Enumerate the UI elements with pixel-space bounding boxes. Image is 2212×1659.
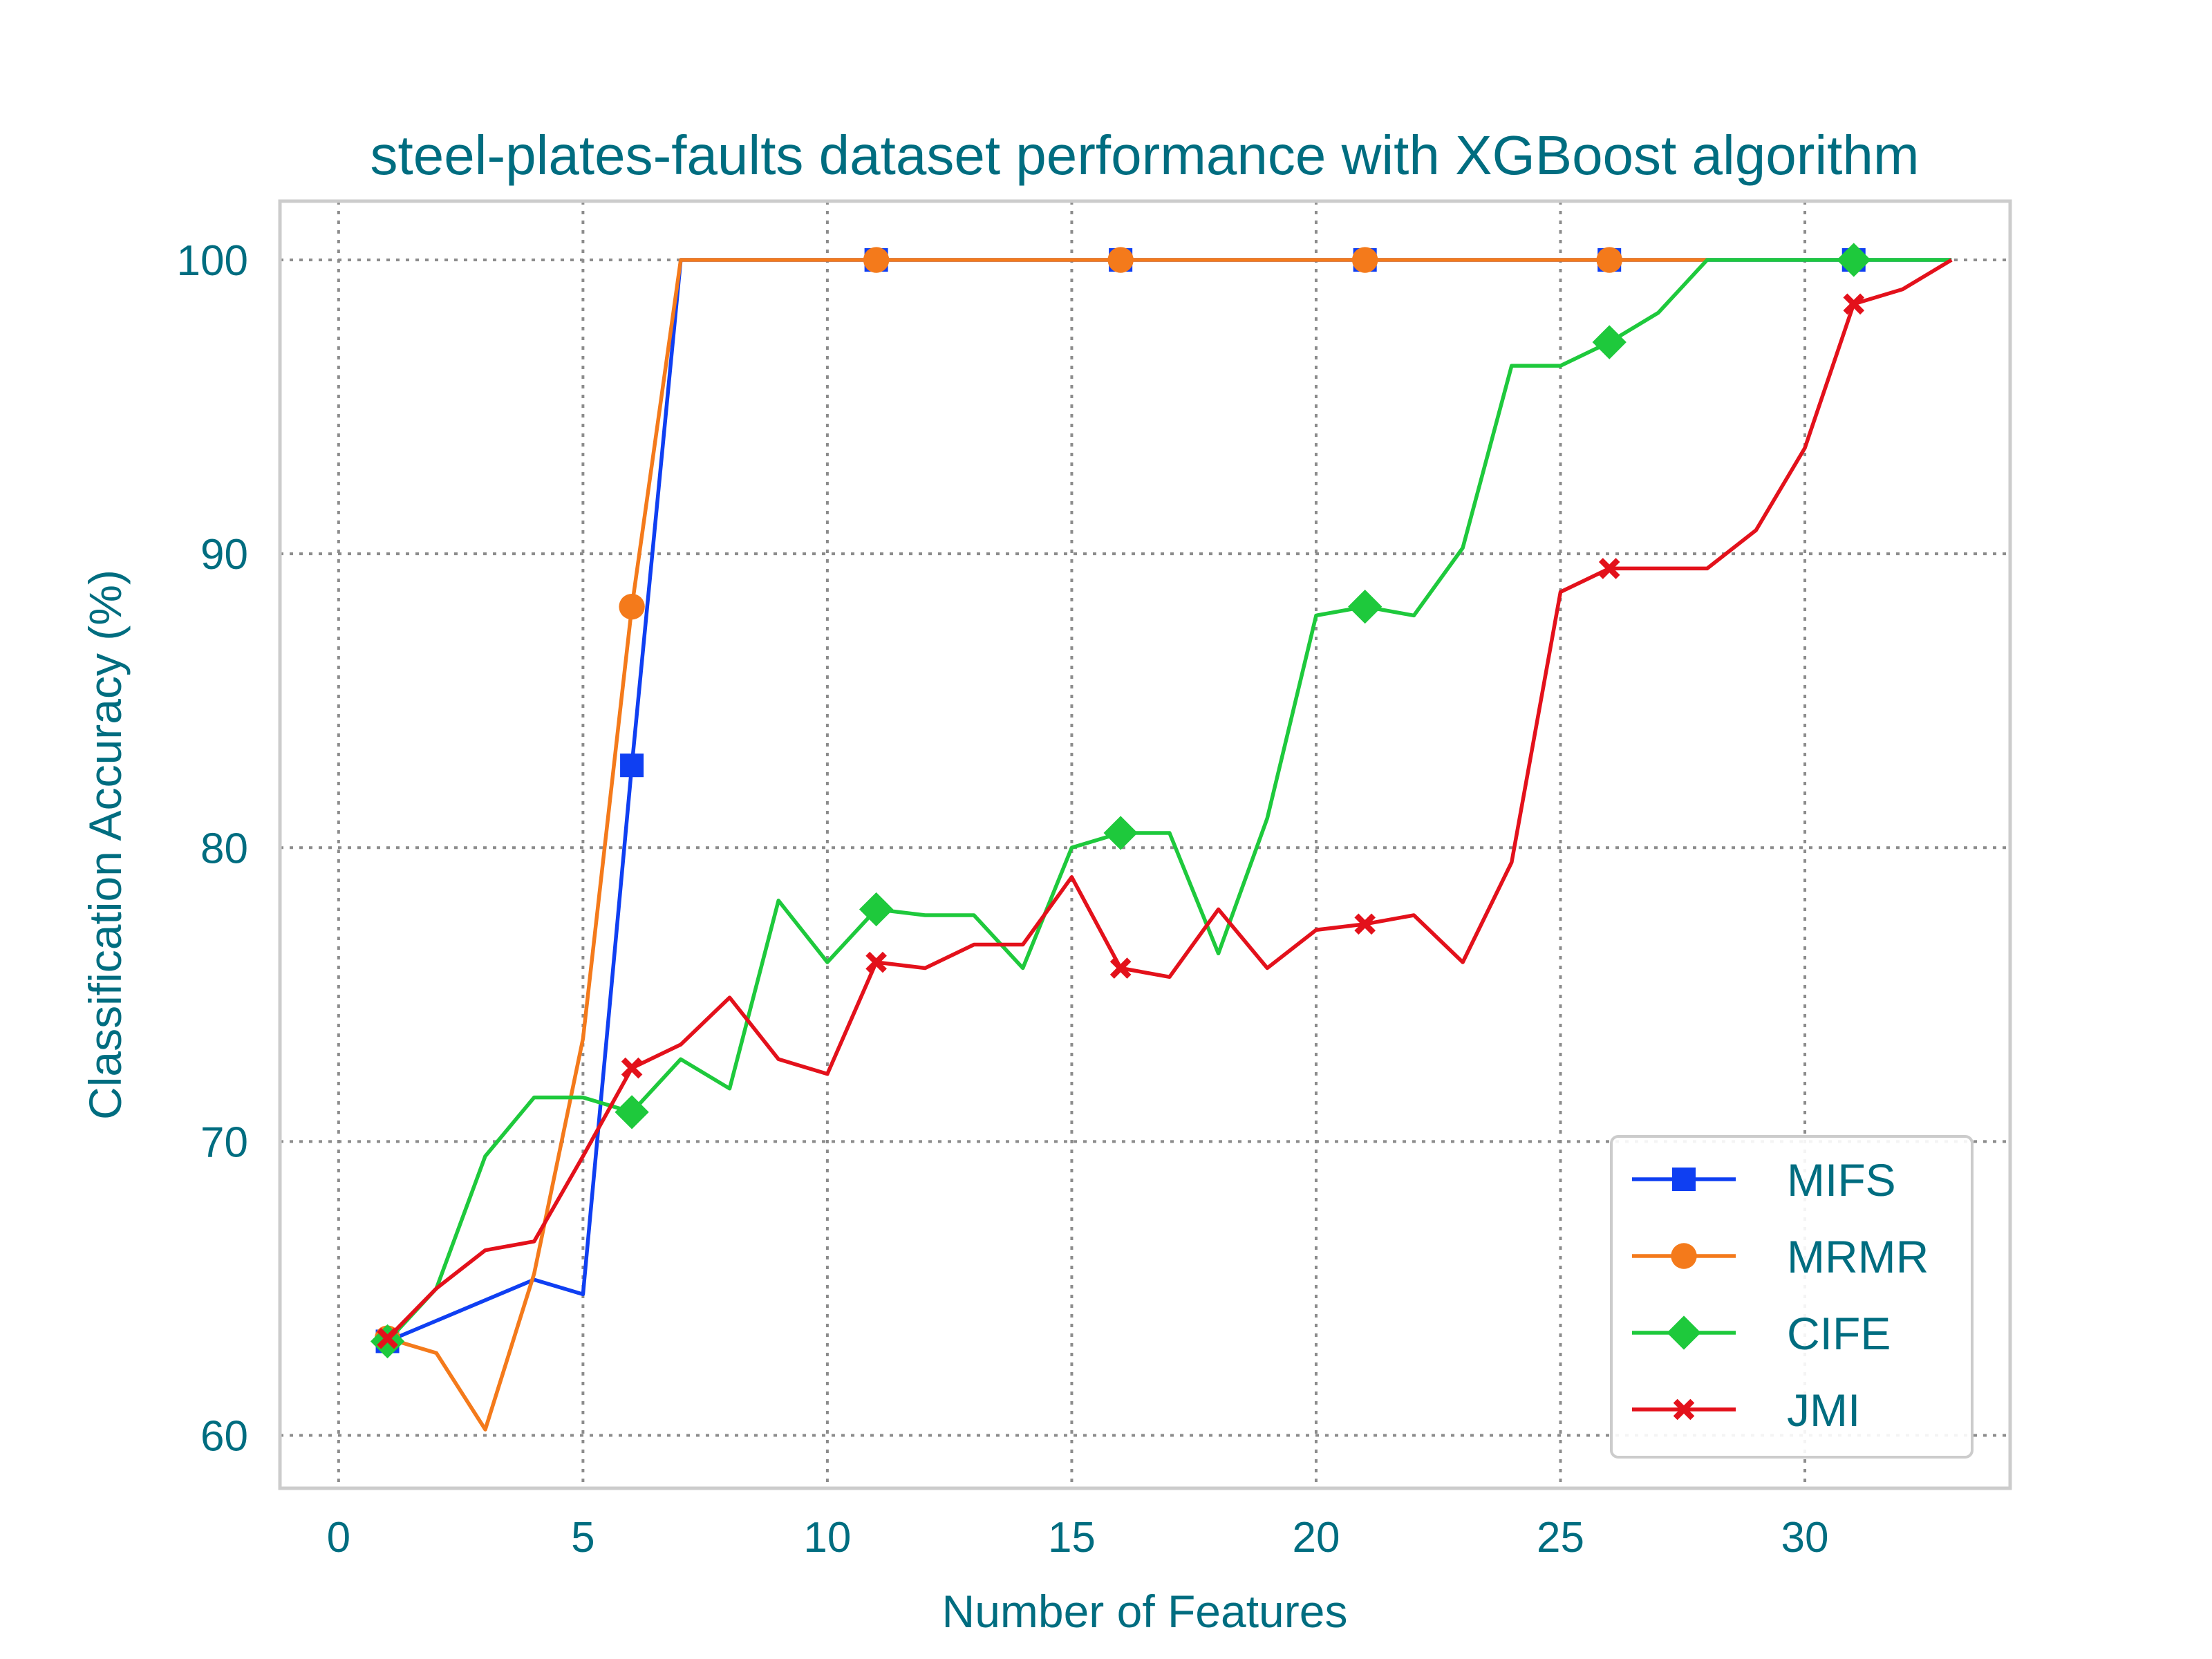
data-point-cife [859, 892, 894, 927]
y-tick-label: 90 [200, 531, 248, 579]
data-point-jmi [1843, 293, 1865, 315]
y-tick-label: 80 [200, 825, 248, 872]
data-point-mifs [620, 753, 644, 778]
legend-marker [1672, 1168, 1696, 1191]
data-point-mrmr [1596, 247, 1622, 273]
series-jmi [377, 258, 1953, 1349]
data-point-jmi [865, 951, 887, 973]
y-axis-label: Classification Accuracy (%) [79, 570, 131, 1120]
chart-title: steel-plates-faults dataset performance … [370, 124, 1919, 186]
data-point-jmi [621, 1057, 643, 1079]
data-point-jmi [1598, 558, 1620, 579]
legend-label: CIFE [1787, 1308, 1891, 1359]
plot-frame [278, 199, 2012, 1490]
series-line-jmi [386, 258, 1953, 1340]
data-point-cife [1592, 325, 1627, 359]
x-tick-labels: 0 5 10 15 20 25 30 [327, 1514, 1829, 1562]
data-point-cife [1837, 243, 1871, 277]
series-cife [370, 243, 1952, 1359]
x-tick-label: 20 [1292, 1514, 1340, 1562]
legend-box [1610, 1135, 1974, 1459]
x-axis-label: Number of Features [942, 1586, 1348, 1637]
series-line-mrmr [386, 258, 1707, 1432]
x-tick-label: 0 [327, 1514, 350, 1562]
data-point-mrmr [1351, 247, 1378, 273]
series-layer [370, 243, 1953, 1432]
x-tick-label: 10 [803, 1514, 851, 1562]
data-point-cife [615, 1095, 649, 1130]
x-tick-label: 25 [1537, 1514, 1584, 1562]
legend-item-mrmr: MRMR [1632, 1231, 1929, 1282]
data-point-mrmr [1107, 247, 1134, 273]
y-tick-labels: 60 70 80 90 100 [177, 237, 248, 1460]
y-tick-label: 60 [200, 1412, 248, 1460]
data-point-cife [1348, 590, 1382, 624]
legend-marker [1671, 1243, 1697, 1269]
legend-label: MRMR [1787, 1231, 1929, 1282]
legend-label: MIFS [1787, 1154, 1896, 1206]
legend-marker [1667, 1315, 1701, 1350]
legend-label: JMI [1787, 1385, 1860, 1436]
legend: MIFS MRMR CIFE JMI [1610, 1135, 1974, 1459]
series-line-cife [386, 258, 1952, 1343]
data-point-mrmr [863, 247, 890, 273]
data-point-mrmr [619, 593, 645, 620]
data-point-cife [1103, 816, 1138, 850]
y-tick-label: 100 [177, 237, 248, 285]
grid [280, 201, 2010, 1488]
data-point-jmi [1109, 957, 1132, 979]
legend-marker [1673, 1398, 1695, 1421]
data-point-jmi [377, 1327, 398, 1349]
legend-item-mifs: MIFS [1632, 1154, 1896, 1206]
legend-item-cife: CIFE [1632, 1308, 1891, 1359]
x-tick-label: 5 [571, 1514, 594, 1562]
legend-item-jmi: JMI [1632, 1385, 1860, 1436]
x-tick-label: 15 [1048, 1514, 1096, 1562]
y-tick-label: 70 [200, 1118, 248, 1166]
data-point-jmi [1354, 913, 1376, 935]
x-tick-label: 30 [1781, 1514, 1829, 1562]
